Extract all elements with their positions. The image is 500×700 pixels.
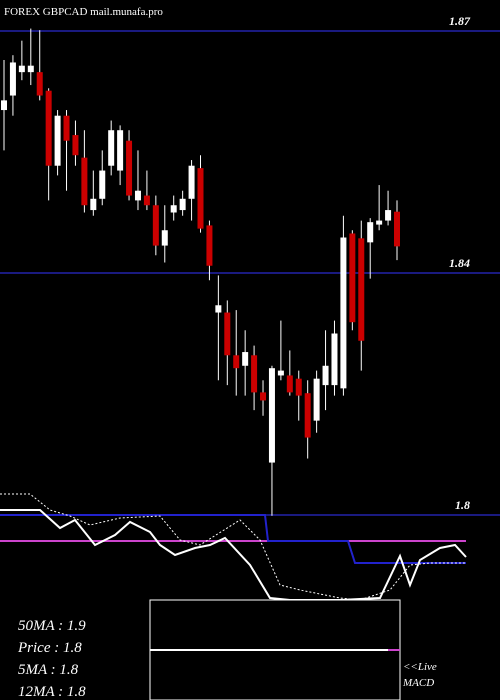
stat-label: 50MA : 1.9 bbox=[18, 618, 86, 634]
y-tick-label: 1.87 bbox=[449, 14, 471, 28]
candle-body bbox=[179, 198, 186, 211]
candle-body bbox=[295, 378, 302, 396]
live-label: <<Live bbox=[403, 661, 437, 673]
candle-body bbox=[251, 355, 258, 393]
candle-body bbox=[72, 135, 79, 156]
candle-body bbox=[9, 62, 16, 96]
candle-body bbox=[376, 220, 383, 225]
candle-body bbox=[27, 65, 34, 73]
y-tick-label: 1.8 bbox=[455, 498, 470, 512]
candle-body bbox=[358, 238, 365, 341]
candle-body bbox=[63, 115, 70, 141]
candle-body bbox=[224, 312, 231, 356]
candle-body bbox=[81, 157, 88, 206]
stat-label: 12MA : 1.8 bbox=[18, 684, 86, 700]
candle-body bbox=[143, 195, 150, 206]
candle-body bbox=[233, 355, 240, 369]
candle-body bbox=[54, 115, 61, 166]
candle-body bbox=[1, 100, 7, 111]
indicator-panel bbox=[0, 493, 467, 601]
stat-label: Price : 1.8 bbox=[17, 640, 82, 656]
candle-body bbox=[268, 368, 275, 463]
candle-body bbox=[349, 233, 356, 323]
candle-body bbox=[313, 378, 320, 421]
candle-body bbox=[242, 352, 249, 366]
macd-signal-line bbox=[0, 493, 466, 601]
candle-body bbox=[45, 90, 52, 166]
y-tick-label: 1.84 bbox=[449, 256, 470, 270]
candle-body bbox=[394, 211, 400, 247]
candle-body bbox=[188, 165, 195, 199]
candle-body bbox=[170, 205, 177, 213]
candle-body bbox=[385, 210, 392, 221]
candle-body bbox=[90, 198, 97, 211]
candle-body bbox=[304, 393, 311, 438]
candle-body bbox=[367, 222, 374, 243]
candle-body bbox=[286, 375, 293, 393]
candle-body bbox=[99, 170, 106, 199]
candle-body bbox=[260, 392, 267, 401]
macd-line bbox=[0, 509, 467, 601]
candle-body bbox=[108, 130, 115, 166]
candle-body bbox=[331, 333, 338, 386]
candle-body bbox=[322, 365, 329, 386]
candle-body bbox=[126, 140, 133, 196]
candle-body bbox=[215, 305, 222, 313]
stat-label: 5MA : 1.8 bbox=[18, 662, 79, 678]
candle-body bbox=[206, 225, 213, 266]
candle-body bbox=[197, 168, 204, 229]
candle-body bbox=[18, 65, 25, 73]
candle-body bbox=[152, 205, 159, 246]
candle-body bbox=[36, 72, 43, 96]
chart-title: FOREX GBPCAD mail.munafa.pro bbox=[4, 6, 163, 18]
blue-line bbox=[0, 514, 466, 564]
candle-body bbox=[161, 230, 168, 246]
candle-body bbox=[134, 190, 141, 201]
macd-label: MACD bbox=[402, 677, 434, 689]
candle-body bbox=[117, 130, 124, 171]
candle-body bbox=[277, 370, 284, 376]
candle-body bbox=[340, 237, 347, 389]
